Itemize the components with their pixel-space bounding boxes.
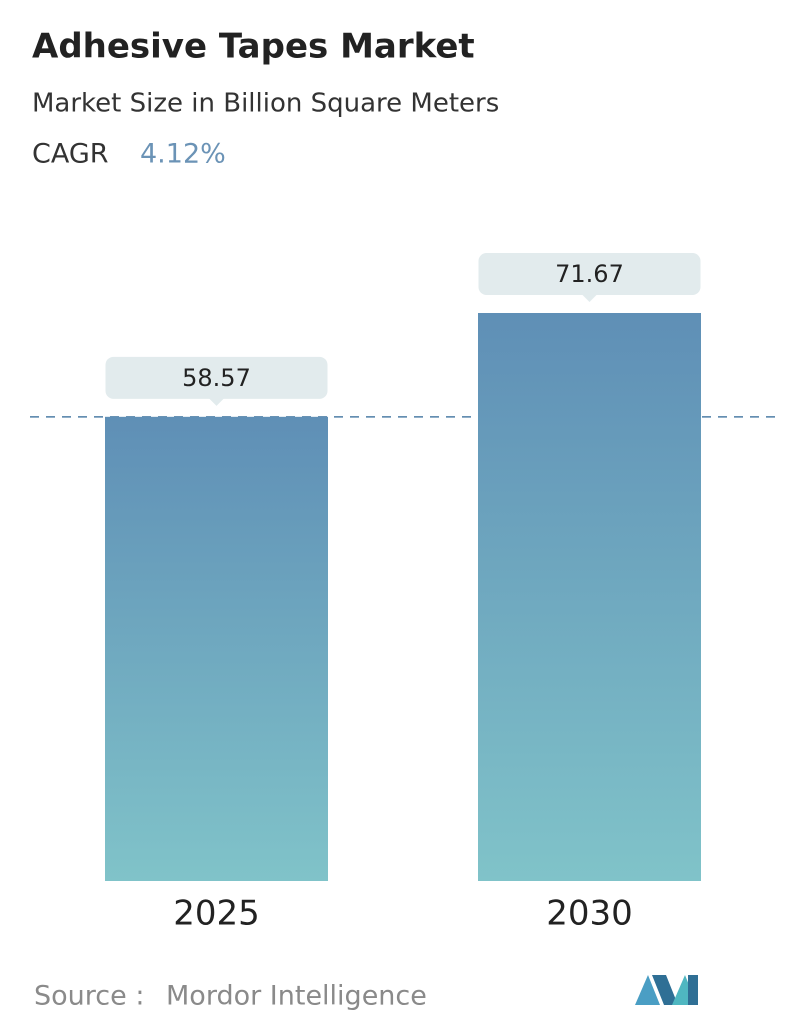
logo: [635, 975, 698, 1005]
bar: [105, 416, 328, 881]
cagr-label: CAGR: [32, 139, 109, 170]
chart-title: Adhesive Tapes Market: [32, 27, 475, 67]
value-label: 71.67: [555, 260, 624, 288]
x-tick-label: 2025: [173, 894, 260, 934]
bar: [478, 313, 701, 881]
value-label-pointer: [581, 294, 598, 302]
value-label-box: [105, 356, 328, 399]
source-label: Source :: [34, 981, 144, 1012]
value-label-pointer: [208, 397, 225, 406]
chart-subtitle: Market Size in Billion Square Meters: [32, 89, 499, 119]
cagr-value: 4.12%: [140, 139, 226, 170]
value-label: 58.57: [182, 364, 251, 392]
x-tick-label: 2030: [546, 894, 633, 934]
value-label-box: [478, 253, 701, 295]
source: Mordor Intelligence: [166, 981, 427, 1012]
